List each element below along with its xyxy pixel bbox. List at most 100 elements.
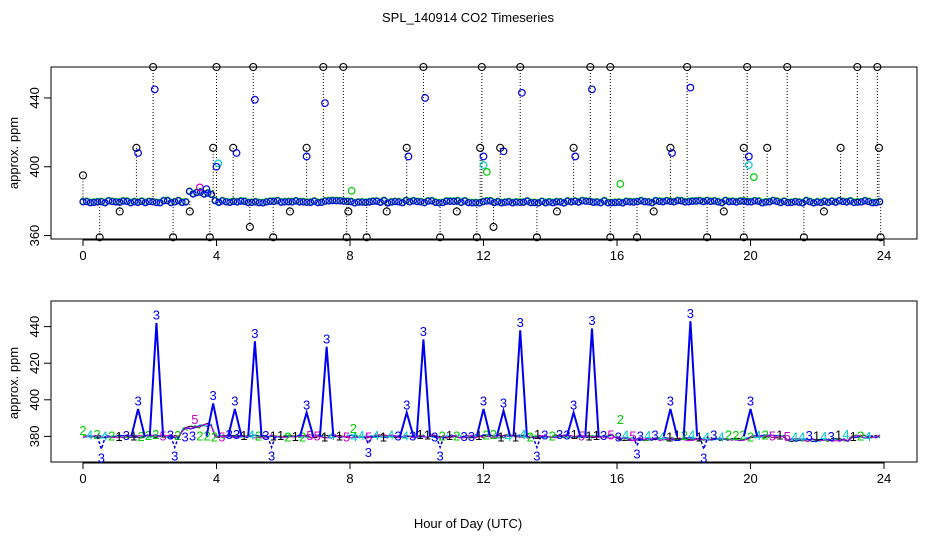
top-point-blue [652, 197, 660, 205]
top-min-point [819, 207, 828, 216]
panel-top-data [78, 62, 885, 242]
top-point-blue [119, 197, 127, 205]
bottom-peak-label: 3 [134, 394, 141, 409]
bottom-series-marker: 1 [292, 429, 299, 444]
top-point-blue [769, 197, 777, 205]
top-spike-point [517, 88, 526, 97]
bottom-series-marker: 4 [798, 430, 805, 445]
bottom-series-marker: 3 [637, 428, 644, 443]
bottom-dip-label: 3 [365, 445, 372, 460]
top-point-blue [582, 197, 590, 205]
top-point-blue [564, 197, 572, 205]
top-point-blue [802, 197, 810, 205]
top-point-blue [83, 198, 91, 206]
top-point-blue [644, 198, 652, 206]
bottom-series-marker: 3 [431, 429, 438, 444]
top-point-blue [226, 198, 234, 207]
top-point-blue [666, 197, 675, 206]
top-max-point [319, 62, 328, 72]
top-point-blue [229, 198, 238, 206]
bottom-peak-label: 3 [480, 394, 487, 409]
bottom-green-label: 2 [79, 423, 86, 438]
top-point-blue [108, 198, 116, 206]
top-point-blue [611, 199, 619, 207]
top-point-blue [776, 199, 785, 207]
top-point-blue [538, 197, 546, 206]
top-ytick-label: 360 [27, 225, 42, 247]
top-point-blue [442, 197, 451, 205]
top-point-blue [461, 197, 469, 205]
top-point-blue [843, 198, 851, 206]
top-min-point [632, 233, 642, 242]
top-spike-point [744, 152, 753, 161]
top-point-blue [486, 197, 495, 205]
top-point-blue [820, 197, 829, 206]
top-point-blue [729, 197, 737, 206]
bottom-series-marker: 5 [629, 428, 636, 443]
bottom-series-marker: 1 [497, 430, 504, 445]
bottom-series-marker: 1 [475, 428, 482, 443]
top-point-blue [626, 198, 634, 206]
top-point-blue [475, 199, 484, 207]
top-min-point [472, 233, 481, 242]
top-point-blue [310, 197, 318, 205]
top-special-point [482, 168, 491, 176]
bottom-series-marker: 4 [328, 428, 335, 443]
bottom-series-marker: 4 [688, 428, 695, 443]
top-point-blue [284, 198, 293, 206]
bottom-ytick-label: 440 [27, 316, 42, 338]
top-point-blue [299, 198, 307, 206]
bottom-series-marker: 2 [527, 430, 534, 445]
bottom-series-marker: 3 [167, 428, 174, 443]
top-point-blue [707, 197, 715, 206]
bottom-green-label: 2 [617, 412, 624, 427]
bottom-series-marker: 4 [644, 428, 651, 443]
top-point-blue [850, 199, 858, 207]
top-max-point [209, 143, 218, 152]
top-point-blue [391, 198, 399, 206]
bottom-xtick-label: 24 [877, 471, 891, 486]
bottom-series-marker: 3 [710, 427, 717, 442]
top-max-point [763, 143, 772, 152]
bottom-series-marker: 4 [718, 430, 725, 445]
top-point-blue [725, 198, 733, 206]
top-max-point [666, 143, 675, 152]
top-spike-point [321, 99, 329, 108]
bottom-series-line [82, 423, 881, 442]
top-point-blue [79, 198, 87, 206]
top-point-blue [152, 199, 161, 207]
top-point-blue [670, 198, 678, 206]
bottom-dip-label: 3 [268, 449, 275, 464]
bottom-series-marker: 4 [358, 428, 365, 443]
top-min-point [115, 207, 124, 216]
top-point-blue [659, 198, 667, 206]
top-min-point [269, 233, 278, 242]
top-xtick-label: 24 [877, 248, 891, 263]
top-point-blue [505, 198, 513, 206]
top-point-blue [472, 199, 480, 207]
bottom-series-marker: 4 [372, 428, 379, 443]
bottom-series-marker: 5 [343, 430, 350, 445]
top-point-blue [494, 198, 502, 206]
top-spike-point [686, 83, 695, 92]
top-point-blue [277, 198, 285, 206]
top-point-blue [663, 197, 671, 205]
bottom-series-marker: 5 [306, 428, 313, 443]
top-min-point [552, 207, 561, 216]
top-spike-point [150, 85, 159, 94]
top-min-point [285, 207, 294, 216]
bottom-magenta-label: 5 [191, 412, 198, 427]
top-max-point [402, 143, 411, 152]
top-point-blue [163, 197, 172, 205]
bottom-peak-label: 3 [231, 394, 238, 409]
bottom-peak-label: 3 [588, 313, 595, 328]
top-point-blue [237, 197, 245, 205]
bottom-peak-line [475, 408, 492, 437]
top-point-blue [699, 198, 708, 206]
top-point-blue [90, 198, 98, 207]
top-point-blue [791, 198, 799, 206]
top-special-point [749, 173, 758, 181]
bottom-series-marker: 4 [350, 429, 357, 444]
top-point-blue [215, 198, 223, 207]
